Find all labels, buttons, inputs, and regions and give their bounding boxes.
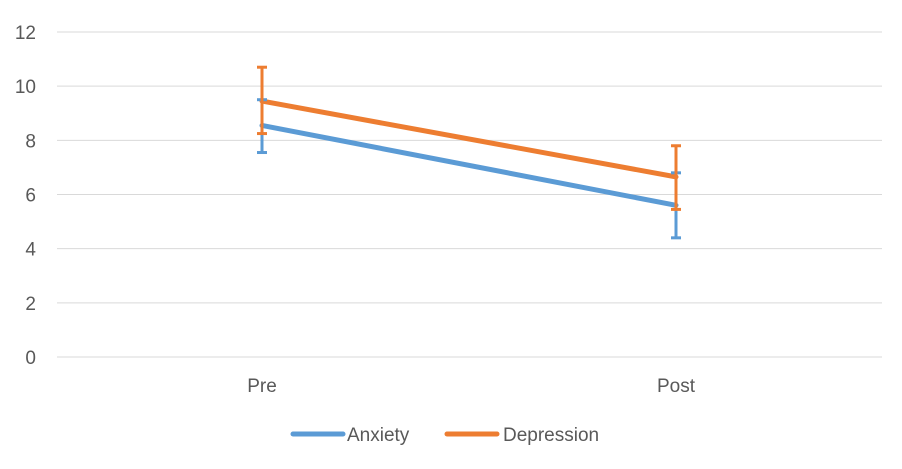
legend-entry-depression: Depression (444, 425, 599, 446)
legend-label: Anxiety (347, 425, 410, 446)
x-category-label: Post (657, 376, 696, 397)
y-tick-label: 6 (25, 186, 36, 207)
x-axis-categories: Pre Post (247, 376, 696, 397)
legend: Anxiety Depression (290, 425, 599, 446)
y-tick-label: 2 (25, 294, 36, 315)
y-tick-label: 10 (15, 77, 36, 98)
gridlines (57, 31, 882, 358)
error-bars (257, 65, 681, 240)
series-line-anxiety (259, 122, 679, 208)
series-line-depression (259, 98, 679, 180)
y-tick-label: 0 (25, 348, 36, 369)
error-bar-depression-post (671, 144, 681, 211)
series-lines (259, 98, 679, 208)
legend-entry-anxiety: Anxiety (290, 425, 410, 446)
error-bar-depression-pre (257, 65, 267, 136)
y-tick-label: 4 (25, 240, 36, 261)
legend-label: Depression (503, 425, 599, 446)
y-tick-label: 12 (15, 23, 36, 44)
x-category-label: Pre (247, 376, 277, 397)
y-axis-ticks: 0 2 4 6 8 10 12 (15, 23, 37, 369)
y-tick-label: 8 (25, 131, 36, 152)
